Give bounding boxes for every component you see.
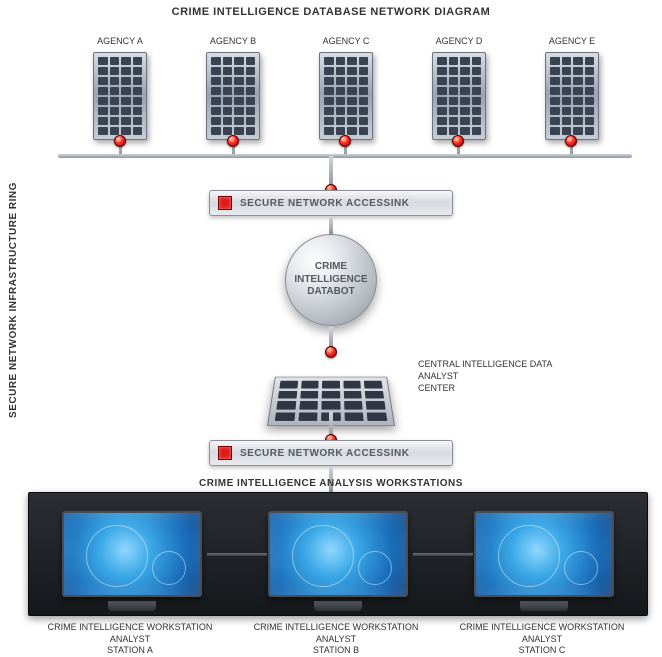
led-icon: [218, 446, 232, 460]
page-title: CRIME INTELLIGENCE DATABASE NETWORK DIAG…: [0, 6, 662, 18]
led-icon: [218, 196, 232, 210]
monitor-screen-icon: [268, 511, 408, 597]
connector: [207, 553, 267, 556]
caption-line: ANALYST: [442, 634, 642, 646]
monitor-stand-icon: [108, 601, 156, 611]
central-building-caption: CENTRAL INTELLIGENCE DATAANALYSTCENTER: [418, 358, 598, 394]
access-bar-label: SECURE NETWORK ACCESSINK: [240, 198, 409, 209]
building-icon: [545, 52, 599, 140]
building-col: AGENCY B: [183, 36, 283, 140]
monitor-stand-icon: [314, 601, 362, 611]
connector: [413, 553, 473, 556]
workstation-caption: CRIME INTELLIGENCE WORKSTATION ANALYST S…: [30, 622, 230, 657]
monitor-screen-icon: [474, 511, 614, 597]
building-col: AGENCY D: [409, 36, 509, 140]
building-col: AGENCY A: [70, 36, 170, 140]
network-bus-line: [58, 154, 632, 158]
caption-line: CRIME INTELLIGENCE WORKSTATION: [30, 622, 230, 634]
vertical-axis-label: SECURE NETWORK INFRASTRUCTURE RING: [8, 170, 19, 430]
caption-line: CRIME INTELLIGENCE WORKSTATION: [442, 622, 642, 634]
node-icon: [227, 135, 239, 147]
building-icon: [93, 52, 147, 140]
building-icon: [319, 52, 373, 140]
monitor-stand-icon: [520, 601, 568, 611]
workstations-row: [29, 511, 647, 611]
workstation: [57, 511, 207, 611]
buildings-row: AGENCY A AGENCY B AGENCY C AGENCY D AGEN…: [70, 36, 622, 140]
building-icon: [432, 52, 486, 140]
caption-line: ANALYST: [30, 634, 230, 646]
caption-line: CRIME INTELLIGENCE WORKSTATION: [236, 622, 436, 634]
building-label: AGENCY B: [210, 36, 256, 48]
connector: [329, 216, 333, 236]
building-label: AGENCY D: [436, 36, 483, 48]
caption-line: STATION C: [442, 645, 642, 657]
workstation: [469, 511, 619, 611]
building-label: AGENCY E: [549, 36, 595, 48]
workstation: [263, 511, 413, 611]
building-col: AGENCY C: [296, 36, 396, 140]
node-icon: [339, 135, 351, 147]
node-icon: [452, 135, 464, 147]
sphere-label: CRIMEINTELLIGENCEDATABOT: [294, 261, 367, 299]
caption-line: STATION B: [236, 645, 436, 657]
database-sphere: CRIMEINTELLIGENCEDATABOT: [285, 234, 377, 326]
node-icon: [565, 135, 577, 147]
workstation-caption: CRIME INTELLIGENCE WORKSTATION ANALYST S…: [236, 622, 436, 657]
building-col: AGENCY E: [522, 36, 622, 140]
workstation-caption: CRIME INTELLIGENCE WORKSTATION ANALYST S…: [442, 622, 642, 657]
workstations-panel: [28, 492, 648, 616]
secure-access-bar: SECURE NETWORK ACCESSINK: [209, 190, 453, 216]
node-icon: [114, 135, 126, 147]
secure-access-bar: SECURE NETWORK ACCESSINK: [209, 440, 453, 466]
building-label: AGENCY C: [323, 36, 370, 48]
caption-line: ANALYST: [236, 634, 436, 646]
panel-title: CRIME INTELLIGENCE ANALYSIS WORKSTATIONS: [0, 478, 662, 489]
access-bar-label: SECURE NETWORK ACCESSINK: [240, 448, 409, 459]
building-icon: [206, 52, 260, 140]
building-label: AGENCY A: [97, 36, 143, 48]
caption-line: STATION A: [30, 645, 230, 657]
monitor-screen-icon: [62, 511, 202, 597]
